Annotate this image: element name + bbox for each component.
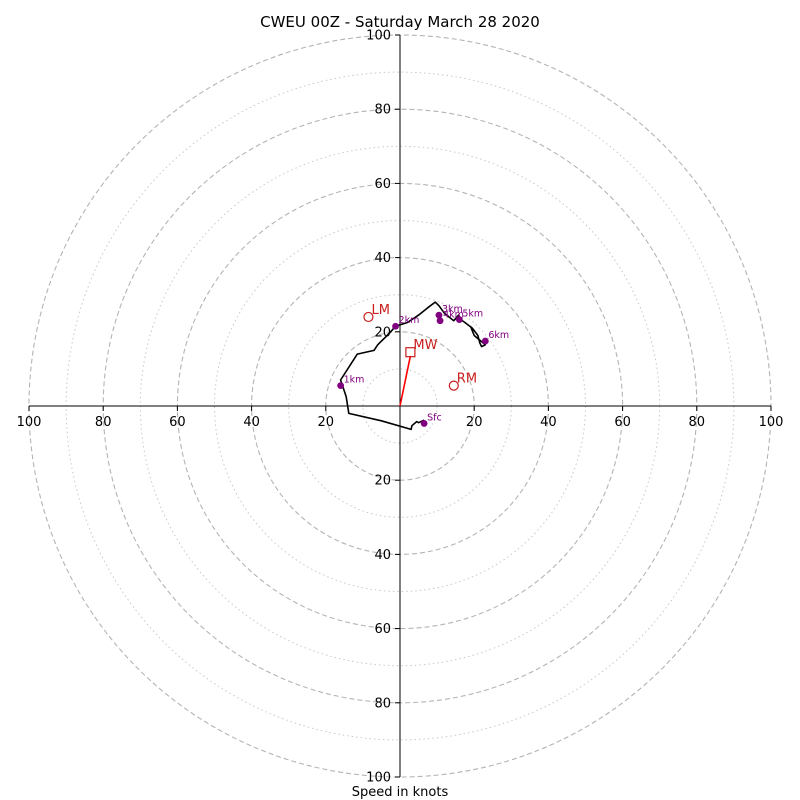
height-marker-label: 5km (462, 309, 483, 320)
height-marker-label: Sfc (427, 412, 442, 423)
storm-motion-marker (405, 347, 416, 358)
height-marker-label: 1km (344, 375, 365, 386)
x-tick-label: 60 (169, 415, 186, 430)
storm-motion-marker (363, 311, 374, 323)
mean-wind-vector (399, 355, 412, 407)
y-tick-label: 40 (374, 251, 391, 266)
y-tick-label: 40 (374, 548, 391, 563)
x-tick-label: 20 (318, 415, 335, 430)
x-axis-label: Speed in knots (352, 785, 449, 800)
height-marker-point (420, 420, 428, 427)
chart-title: CWEU 00Z - Saturday March 28 2020 (260, 13, 540, 31)
height-marker-label: 2km (399, 315, 420, 326)
height-marker-point (392, 322, 399, 330)
height-marker-label: 3km (442, 304, 463, 315)
y-tick-label: 60 (374, 177, 391, 192)
y-tick-label: 80 (374, 696, 391, 711)
x-tick-label: 40 (243, 415, 260, 430)
x-tick-label: 80 (95, 415, 112, 430)
height-marker-label: 4km (443, 310, 464, 321)
hodograph-trace (339, 301, 487, 431)
height-marker-point (455, 316, 463, 323)
storm-motion-marker (448, 380, 459, 391)
storm-motion-label: LM (371, 303, 389, 318)
y-tick-label: 100 (366, 29, 391, 44)
x-tick-label: 100 (759, 415, 784, 430)
height-marker-point (435, 311, 443, 319)
height-marker-point (481, 337, 489, 345)
y-tick-label: 20 (374, 325, 391, 340)
storm-motion-label: MW (413, 338, 437, 353)
axes: 100 100 80 80 60 60 40 40 20 20 20 20 40 40 60 60 80 80 10… (17, 29, 784, 786)
height-marker-point (436, 317, 444, 325)
y-tick-label: 100 (366, 771, 391, 786)
x-tick-label: 100 (17, 415, 42, 430)
y-tick-label: 60 (374, 622, 391, 637)
x-tick-label: 60 (614, 415, 631, 430)
series-layer (339, 301, 487, 431)
x-tick-label: 20 (466, 415, 483, 430)
y-tick-label: 20 (374, 474, 391, 489)
x-tick-label: 80 (689, 415, 706, 430)
y-tick-label: 80 (374, 103, 391, 118)
x-tick-label: 40 (540, 415, 557, 430)
height-marker-label: 6km (488, 330, 509, 341)
storm-motion-label: RM (457, 372, 477, 387)
height-marker-point (337, 382, 345, 389)
